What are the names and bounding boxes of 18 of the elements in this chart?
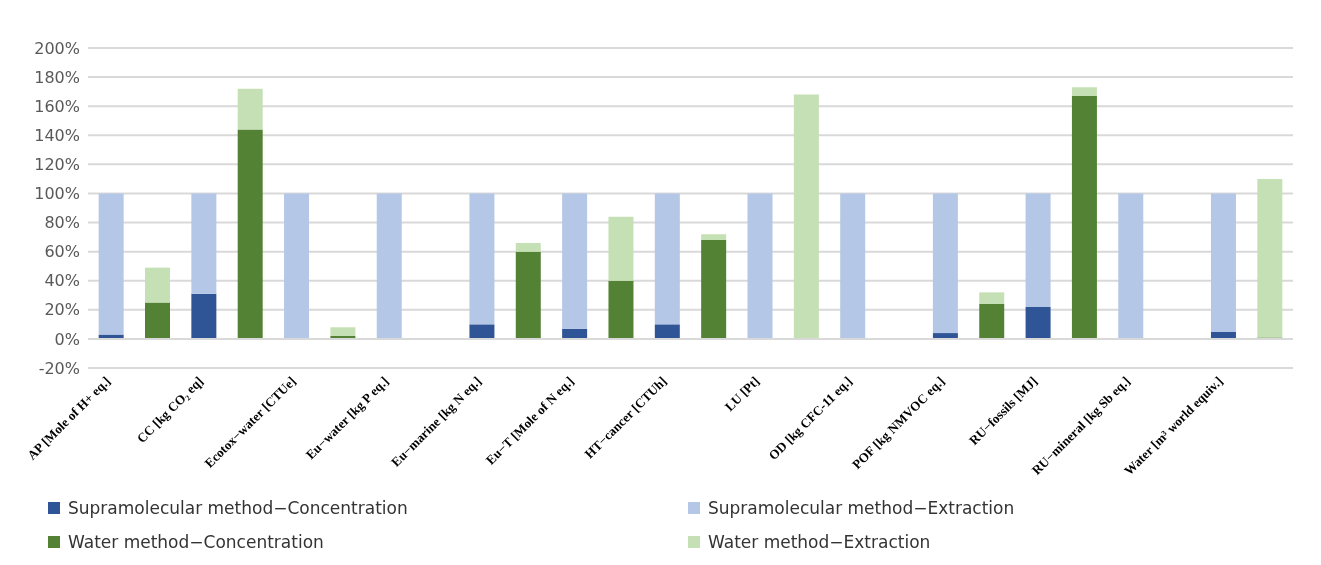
y-tick-label: 100%	[34, 184, 80, 204]
y-tick-label: 120%	[34, 155, 80, 175]
y-tick-label: 80%	[44, 213, 80, 233]
y-tick-label: 140%	[34, 125, 80, 145]
x-tick-label: CC [kg CO₂ eq]	[133, 373, 206, 446]
y-tick-label: 40%	[44, 271, 80, 291]
y-tick-label: 20%	[44, 300, 80, 320]
x-tick-label: LU [Pt]	[721, 373, 763, 414]
y-tick-label: 160%	[34, 96, 80, 116]
y-tick-label: 180%	[34, 67, 80, 87]
y-tick-label: 60%	[44, 242, 80, 262]
y-tick-label: 200%	[34, 38, 80, 58]
y-tick-label: -20%	[38, 358, 80, 378]
legend-label: Water method−Extraction	[708, 532, 931, 552]
legend-label: Supramolecular method−Concentration	[68, 498, 408, 518]
legend-label: Supramolecular method−Extraction	[708, 498, 1015, 518]
legend-label: Water method−Concentration	[68, 532, 324, 552]
y-tick-label: 0%	[54, 329, 80, 349]
